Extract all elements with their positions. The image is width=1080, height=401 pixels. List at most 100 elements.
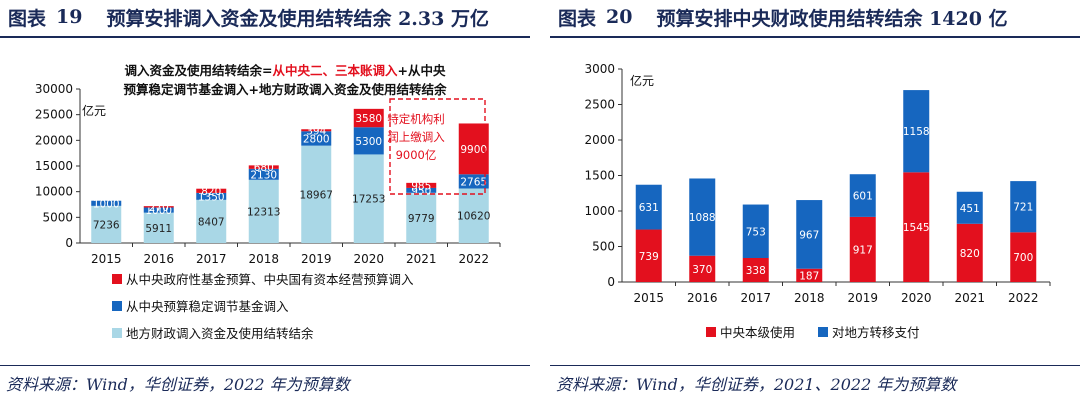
bar-segment <box>956 223 983 282</box>
bar-data-label: 18967 <box>300 189 333 201</box>
bar-data-label: 370 <box>692 264 712 276</box>
bar-data-label: 680 <box>254 162 274 174</box>
right-header: 图表 20 预算安排中央财政使用结转结余 1420 亿 <box>550 0 1080 34</box>
bar-segment <box>742 258 769 282</box>
y-tick-label: 5000 <box>42 210 73 224</box>
x-tick-label: 2017 <box>196 252 227 266</box>
bar-data-label: 753 <box>746 226 766 238</box>
bar-data-label: 1158 <box>903 126 930 138</box>
bar-segment <box>248 165 279 169</box>
bar-data-label: 820 <box>201 186 221 198</box>
left-figure-title: 预算安排调入资金及使用结转结余 2.33 万亿 <box>106 7 489 30</box>
bar-data-label: 5911 <box>145 223 172 235</box>
x-tick-label: 2017 <box>740 291 771 305</box>
left-panel: 图表 19 预算安排调入资金及使用结转结余 2.33 万亿 0 5000 10000… <box>0 0 530 401</box>
left-source-note: 资料来源：Wind，华创证券，2022 年为预算数 <box>6 375 350 394</box>
bar-data-label: 394 <box>306 125 326 137</box>
bar-data-label: 8407 <box>198 216 225 228</box>
right-panel: 图表 20 预算安排中央财政使用结转结余 1420 亿 0 500 1000 1500… <box>550 0 1080 401</box>
bar-data-label: 1000 <box>145 205 172 217</box>
bar-data-label: 985 <box>411 180 431 192</box>
bar-data-label: 451 <box>960 203 980 215</box>
bar-segment <box>635 184 662 230</box>
y-tick-label: 500 <box>592 240 615 254</box>
x-tick-label: 2019 <box>847 291 878 305</box>
bar-segment <box>196 192 227 200</box>
formula-part-1: 调入资金及使用结转结余= <box>125 63 273 78</box>
y-tick-label: 25000 <box>35 108 73 122</box>
formula-part-2: 从中央二、三本账调入 <box>272 63 398 78</box>
bar-data-label: 10620 <box>457 211 490 223</box>
bar-data-label: 1088 <box>689 212 716 224</box>
left-stacked-bar-chart: 0 5000 10000 15000 20000 25000 30000 亿元 2015 7236… <box>35 63 501 341</box>
bar-data-label: 721 <box>1013 202 1033 214</box>
bar-data-label: 1000 <box>93 198 120 210</box>
y-tick-label: 0 <box>65 236 73 250</box>
bar-segment <box>301 129 332 132</box>
bar-data-label: 601 <box>853 191 873 203</box>
bar-data-label: 700 <box>1013 252 1033 264</box>
y-tick-label: 2500 <box>584 98 615 112</box>
formula-annotation-line-1: 调入资金及使用结转结余=从中央二、三本账调入+从中央 <box>125 63 446 78</box>
bar-segment <box>91 205 122 243</box>
bar-data-label: 12313 <box>247 206 280 218</box>
bar-segment <box>143 212 174 243</box>
annotation-box-text: 9000亿 <box>396 148 437 162</box>
bar-segment <box>689 255 716 282</box>
x-tick-label: 2022 <box>458 252 489 266</box>
bar-segment <box>458 188 489 243</box>
left-bottom-rule <box>0 365 530 366</box>
legend-swatch <box>112 274 122 284</box>
bar-segment <box>742 204 769 259</box>
bar-segment <box>849 216 876 282</box>
bar-data-label: 2130 <box>250 169 277 181</box>
left-header: 图表 19 预算安排调入资金及使用结转结余 2.33 万亿 <box>0 0 530 34</box>
bar-segment <box>196 188 227 193</box>
legend-swatch <box>706 327 716 337</box>
bar-segment <box>406 192 437 243</box>
bar-segment <box>796 268 823 282</box>
y-tick-label: 0 <box>607 275 615 289</box>
bar-segment <box>903 90 930 173</box>
bar-segment <box>248 179 279 243</box>
bar-data-label: 631 <box>639 202 659 214</box>
bar-segment <box>1010 181 1037 233</box>
bar-data-label: 7236 <box>93 219 120 231</box>
bar-data-label: 270 <box>149 202 169 214</box>
bar-segment <box>458 174 489 189</box>
legend-label: 从中央政府性基金预算、中央国有资本经营预算调入 <box>126 272 414 287</box>
bar-data-label: 338 <box>746 265 766 277</box>
bar-data-label: 9779 <box>408 213 435 225</box>
y-axis-unit-label: 亿元 <box>630 73 654 88</box>
x-tick-label: 2021 <box>406 252 437 266</box>
bar-data-label: 967 <box>799 229 819 241</box>
bar-segment <box>458 123 489 175</box>
bar-segment <box>406 182 437 188</box>
x-tick-label: 2016 <box>687 291 718 305</box>
y-axis-unit-label: 亿元 <box>82 103 106 118</box>
x-tick-label: 2018 <box>794 291 825 305</box>
formula-part-3a: +从中央 <box>398 63 446 78</box>
y-tick-label: 15000 <box>35 159 73 173</box>
legend-label: 中央本级使用 <box>720 325 795 340</box>
bar-segment <box>143 207 174 213</box>
left-figure-number: 19 <box>56 6 83 28</box>
bar-data-label: 187 <box>799 270 819 282</box>
bar-segment <box>248 168 279 180</box>
bar-data-label: 2800 <box>303 133 330 145</box>
annotation-dashed-box <box>389 98 486 195</box>
bar-segment <box>635 229 662 282</box>
bar-segment <box>689 178 716 256</box>
bar-segment <box>796 200 823 269</box>
bar-segment <box>956 191 983 224</box>
y-tick-label: 20000 <box>35 133 73 147</box>
annotation-box-text: 特定机构利 <box>387 112 445 126</box>
y-tick-label: 3000 <box>584 62 615 76</box>
x-tick-label: 2020 <box>353 252 384 266</box>
bar-data-label: 739 <box>639 251 659 263</box>
bar-data-label: 1350 <box>198 191 225 203</box>
left-figure-label: 图表 <box>8 7 47 30</box>
x-tick-label: 2015 <box>633 291 664 305</box>
bar-segment <box>196 199 227 243</box>
y-tick-label: 10000 <box>35 185 73 199</box>
